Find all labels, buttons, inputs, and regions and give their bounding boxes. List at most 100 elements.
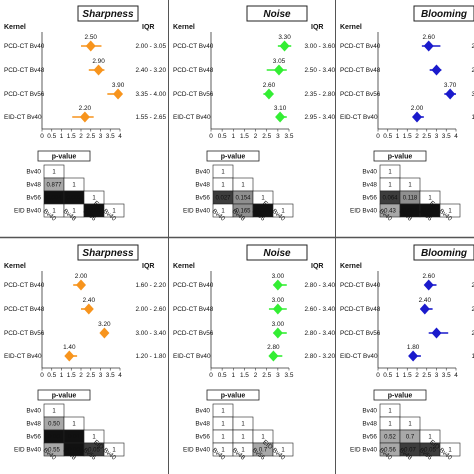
pvalue-row-label: Bv48 (362, 182, 377, 189)
title-box: Sharpness (77, 244, 139, 261)
title-box-frame (246, 244, 308, 261)
median-marker (113, 88, 124, 100)
x-tick-label: 2.5 (86, 372, 95, 379)
chart-title: Blooming (421, 9, 467, 20)
pvalue-row-label: EID Bv40 (183, 447, 210, 454)
x-tick-label: 0 (209, 372, 213, 379)
chart-title: Blooming (421, 248, 467, 259)
median-value-label: 3.20 (98, 321, 111, 328)
x-tick-label: 4 (454, 372, 458, 379)
category-label: PCD-CT Bv40 (173, 282, 214, 289)
x-tick-label: 1.5 (67, 133, 76, 140)
pvalue-cell-value: 1 (241, 435, 245, 441)
pvalue-cell-value: 1 (221, 170, 225, 176)
category-label: EID-CT Bv40 (340, 114, 378, 121)
median-marker (85, 40, 96, 52)
pvalue-cell-value: 1 (388, 422, 392, 428)
median-value-label: 3.00 (272, 273, 285, 280)
pvalue-title: p-value (221, 154, 246, 161)
pvalue-cell-value: 1 (448, 448, 452, 454)
pvalue-cell (272, 203, 294, 218)
x-tick-label: 2 (79, 133, 83, 140)
iqr-value: 2.50 - 3.40 (304, 67, 335, 74)
iqr-value: 3.40 - 4.00 (471, 91, 474, 98)
median-marker (412, 111, 422, 123)
x-tick-label: 0.5 (47, 133, 56, 140)
category-label: PCD-CT Bv40 (4, 43, 45, 50)
x-tick-label: 2 (415, 372, 419, 379)
category-label: PCD-CT Bv56 (4, 330, 45, 337)
median-marker (408, 350, 419, 362)
iqr-value: 2.20 - 2.80 (471, 306, 474, 313)
median-value-label: 2.40 (83, 297, 96, 304)
pvalue-cell (439, 203, 461, 218)
median-value-label: 3.00 (272, 297, 285, 304)
category-label: PCD-CT Bv48 (173, 306, 214, 313)
pvalue-cell-value: 1 (428, 435, 432, 441)
category-label: PCD-CT Bv48 (4, 67, 45, 74)
category-label: PCD-CT Bv48 (4, 306, 45, 313)
pvalue-row-label: Bv48 (195, 182, 210, 189)
pvalue-cell-value: 1 (221, 209, 225, 215)
iqr-value: 2.60 - 3.40 (304, 306, 335, 313)
iqr-header: IQR (311, 263, 323, 270)
x-tick-label: 0.5 (218, 133, 227, 140)
x-tick-label: 1.5 (67, 372, 76, 379)
x-tick-label: 1.5 (403, 372, 412, 379)
pvalue-cell-value: 0.001 (422, 209, 438, 215)
x-tick-label: 1 (60, 133, 64, 140)
pvalue-row-label: Bv40 (26, 408, 41, 415)
pvalue-cell-value: 0.50 (48, 422, 60, 428)
pvalue-cell-value: 1 (221, 422, 225, 428)
median-marker (79, 111, 90, 123)
pvalue-cell-value: 1 (221, 183, 225, 189)
x-tick-label: 3.5 (285, 372, 294, 379)
pvalue-cell-value: 0.00 (48, 435, 60, 441)
pvalue-row-label: Bv56 (195, 195, 210, 202)
pvalue-cell-value: 0.52 (384, 435, 396, 441)
title-box-frame (77, 5, 139, 22)
median-marker (279, 40, 290, 52)
chart-title: Noise (263, 248, 291, 259)
pvalue-row-label: Bv40 (362, 169, 377, 176)
iqr-value: 2.35 - 2.80 (304, 91, 335, 98)
x-tick-label: 2 (254, 133, 258, 140)
x-tick-label: 0 (376, 372, 380, 379)
kernel-header: Kernel (173, 263, 195, 270)
x-tick-label: 3 (276, 372, 280, 379)
pvalue-cell-value: 0.56 (384, 448, 396, 454)
x-tick-label: 1.5 (240, 372, 249, 379)
title-box: Noise (246, 244, 308, 261)
x-tick-label: 1.5 (403, 133, 412, 140)
x-tick-label: 1.5 (240, 133, 249, 140)
category-label: PCD-CT Bv56 (340, 91, 381, 98)
x-tick-label: 3.5 (106, 372, 115, 379)
pvalue-cell (103, 442, 125, 457)
median-value-label: 3.70 (444, 82, 457, 89)
pvalue-title-box (37, 150, 91, 162)
iqr-value: 2.80 - 3.20 (304, 353, 335, 360)
iqr-value: 3.35 - 4.00 (135, 91, 166, 98)
pvalue-title: p-value (221, 393, 246, 400)
kernel-header: Kernel (4, 24, 26, 31)
x-tick-label: 3 (435, 372, 439, 379)
iqr-header: IQR (311, 24, 323, 31)
pvalue-cell-value: 1 (52, 170, 56, 176)
pvalue-cell-value: 1 (281, 209, 285, 215)
median-marker (275, 111, 286, 123)
x-tick-label: 4 (118, 372, 122, 379)
panel-noise-2: Noise Kernel IQR 0 0.5 1 1.5 2 2.5 3 3.5 PCD-CT Bv4… (173, 244, 335, 462)
pvalue-cell-value: 0.027 (215, 196, 231, 202)
pvalue-title-box (37, 389, 91, 401)
x-tick-label: 3.5 (442, 133, 451, 140)
pvalue-row-label: EID Bv40 (14, 208, 41, 215)
median-marker (272, 303, 283, 315)
pvalue-row-label: Bv40 (195, 408, 210, 415)
iqr-value: 3.00 - 3.60 (304, 43, 335, 50)
panel-noise-1: Noise Kernel IQR 0 0.5 1 1.5 2 2.5 3 3.5 PCD-CT Bv4… (173, 5, 335, 223)
pvalue-title: p-value (52, 154, 77, 161)
pvalue-cell-value: 0.118 (403, 196, 418, 202)
x-tick-label: 4 (454, 133, 458, 140)
chart-title: Sharpness (82, 248, 134, 259)
